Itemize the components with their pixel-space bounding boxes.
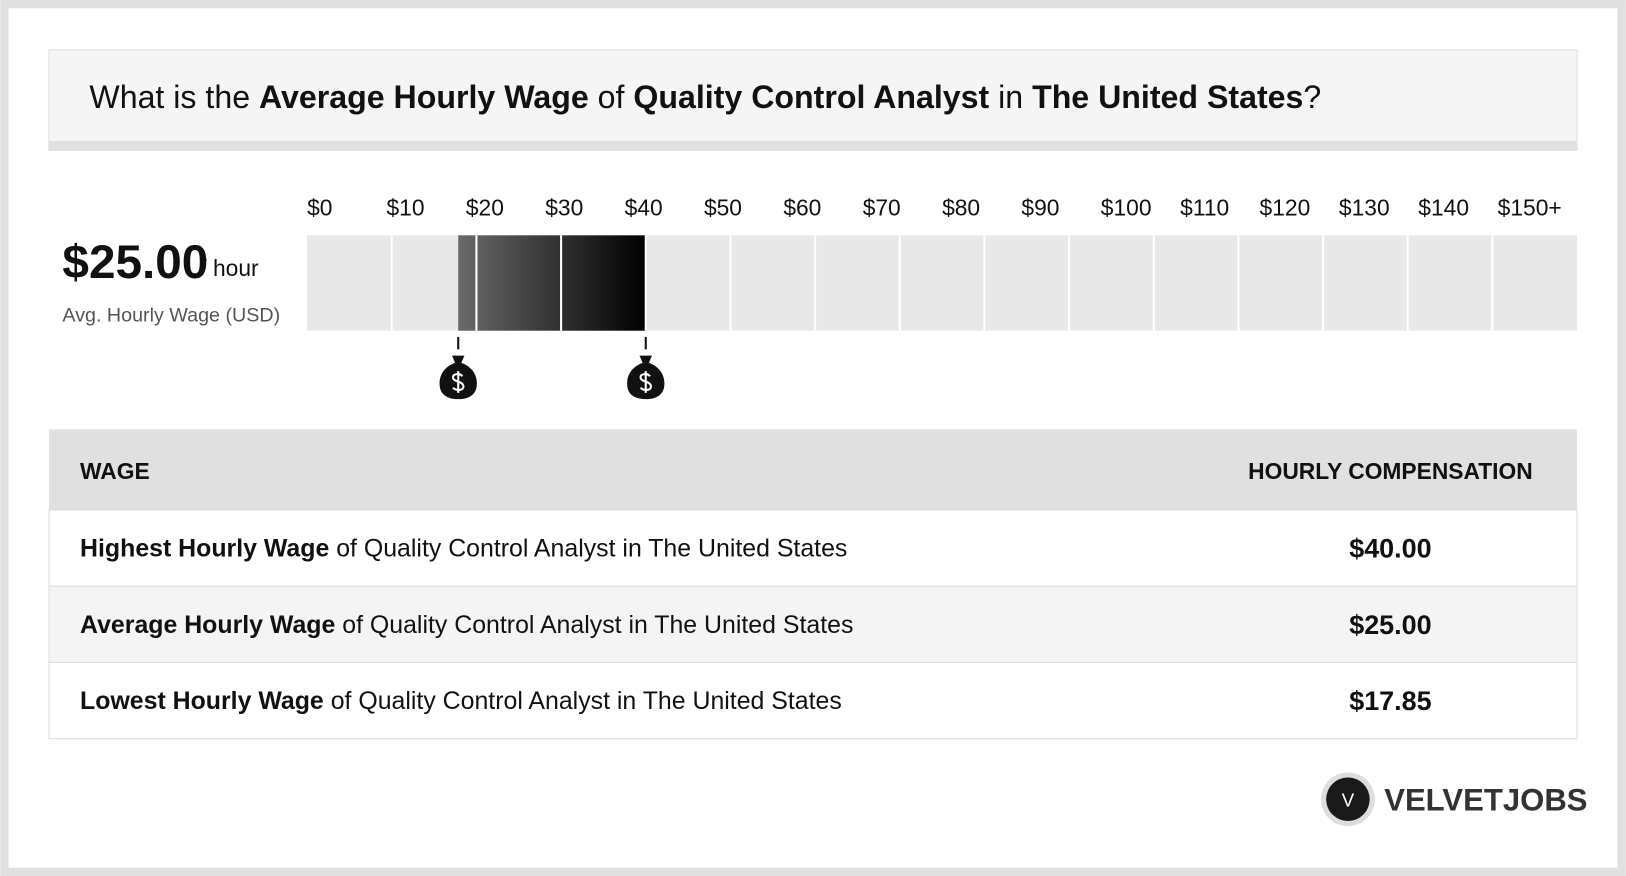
scale-label: $120 xyxy=(1260,195,1311,221)
wage-marker xyxy=(627,336,665,400)
scale-label: $10 xyxy=(386,195,424,221)
table-row xyxy=(48,661,1578,740)
logo-badge xyxy=(1326,777,1370,822)
scale-label: $20 xyxy=(466,195,504,221)
title: What is the Average Hourly Wage of Quali… xyxy=(89,79,1321,115)
scale-label: $30 xyxy=(545,195,583,221)
row-label-bold: Average Hourly Wage xyxy=(80,611,335,639)
title-part: of xyxy=(598,79,625,115)
title-part: ? xyxy=(1303,79,1321,115)
dollar-sign xyxy=(639,371,652,393)
scale-label: $70 xyxy=(863,195,901,221)
wage-scale: $0 $10 $20 $30 $40 $50 $60 $70 $80 $90 $100 $110 $12… xyxy=(307,195,1578,400)
row-label: Highest Hourly Wage of Quality Control A… xyxy=(80,535,847,563)
title-band xyxy=(48,140,1578,151)
summary-value: $25.00 xyxy=(62,236,208,289)
scale-label: $50 xyxy=(704,195,742,221)
column-header: HOURLY COMPENSATION xyxy=(1248,458,1533,484)
column-header: WAGE xyxy=(80,458,150,484)
title-box xyxy=(48,49,1578,151)
row-value: $40.00 xyxy=(1349,534,1431,564)
row-label-text: of Quality Control Analyst in The United… xyxy=(336,535,847,563)
scale-label: $40 xyxy=(625,195,663,221)
title-part: Average Hourly Wage xyxy=(259,79,589,115)
table-header xyxy=(48,429,1578,511)
logo-initial: V xyxy=(1342,790,1355,811)
row-label: Average Hourly Wage of Quality Control A… xyxy=(80,611,853,639)
scale-label: $150+ xyxy=(1498,195,1562,221)
scale-label: $130 xyxy=(1339,195,1390,221)
summary-unit: / hour xyxy=(200,255,259,281)
table-row xyxy=(48,585,1578,663)
title-part: What is the xyxy=(89,79,250,115)
table-row xyxy=(48,509,1578,587)
title-part: Quality Control Analyst xyxy=(633,79,989,115)
scale-label: $100 xyxy=(1101,195,1152,221)
scale-label: $140 xyxy=(1418,195,1469,221)
row-label-text: of Quality Control Analyst in The United… xyxy=(331,687,842,715)
table-body: Highest Hourly Wage of Quality Control A… xyxy=(48,509,1578,740)
row-label-bold: Lowest Hourly Wage xyxy=(80,687,324,715)
row-value: $25.00 xyxy=(1349,610,1431,640)
scale-label: $0 xyxy=(307,195,332,221)
row-label-bold: Highest Hourly Wage xyxy=(80,535,329,563)
scale-label: $60 xyxy=(783,195,821,221)
scale-label: $80 xyxy=(942,195,980,221)
logo-name: VELVETJOBS xyxy=(1384,783,1587,818)
wage-marker xyxy=(439,336,477,400)
scale-label: $110 xyxy=(1180,195,1229,221)
scale-label: $90 xyxy=(1021,195,1059,221)
row-label-text: of Quality Control Analyst in The United… xyxy=(342,611,853,639)
title-part: in xyxy=(998,79,1023,115)
row-label: Lowest Hourly Wage of Quality Control An… xyxy=(80,687,842,715)
title-part: The United States xyxy=(1032,79,1303,115)
wage-range xyxy=(458,235,646,331)
row-value: $17.85 xyxy=(1349,686,1431,716)
dollar-sign xyxy=(451,371,465,393)
summary-caption: Avg. Hourly Wage (USD) xyxy=(62,304,280,326)
